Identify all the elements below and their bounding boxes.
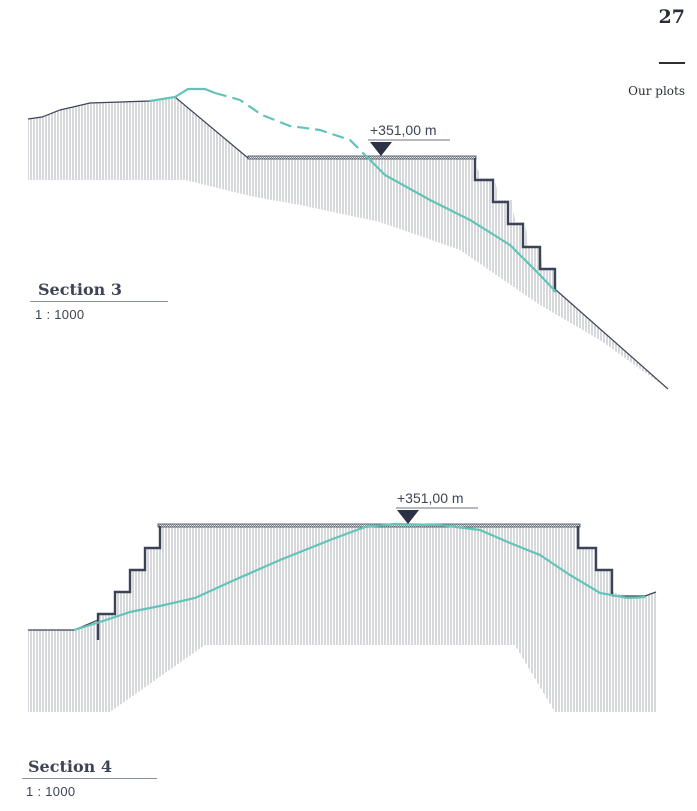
triangle-down-icon [370,142,392,156]
section-4-title-rule [22,778,157,779]
section-4-water-line [73,522,646,632]
section-3-water-line-solid [149,87,216,103]
section-4-title: Section 4 [28,757,112,776]
section-3-platform [247,155,477,160]
section-3-slope-line [555,289,669,390]
section-3-title: Section 3 [38,280,122,299]
section-4-scale: 1 : 1000 [26,784,76,799]
chapter-header: Our plots [628,84,685,98]
section-3-retaining-steps [473,158,557,292]
triangle-down-icon [397,510,419,524]
section-4-right-steps [576,526,614,596]
section-4-left-steps [96,526,162,640]
section-3-drawing: +351,00 m [27,87,669,390]
section-3-terrain [28,97,668,389]
section-4-drawing: +351,00 m [28,490,657,712]
page-number: 27 [658,6,685,28]
section-3-water-line-dashed [214,91,366,156]
section-3-scale: 1 : 1000 [35,307,85,322]
header-rule [659,62,685,64]
section-4-elevation-label: +351,00 m [397,490,464,506]
section-4-terrain [28,526,656,712]
section-3-water-line [364,154,557,293]
section-3-title-rule [30,301,168,302]
section-3-elevation-label: +351,00 m [370,122,437,138]
